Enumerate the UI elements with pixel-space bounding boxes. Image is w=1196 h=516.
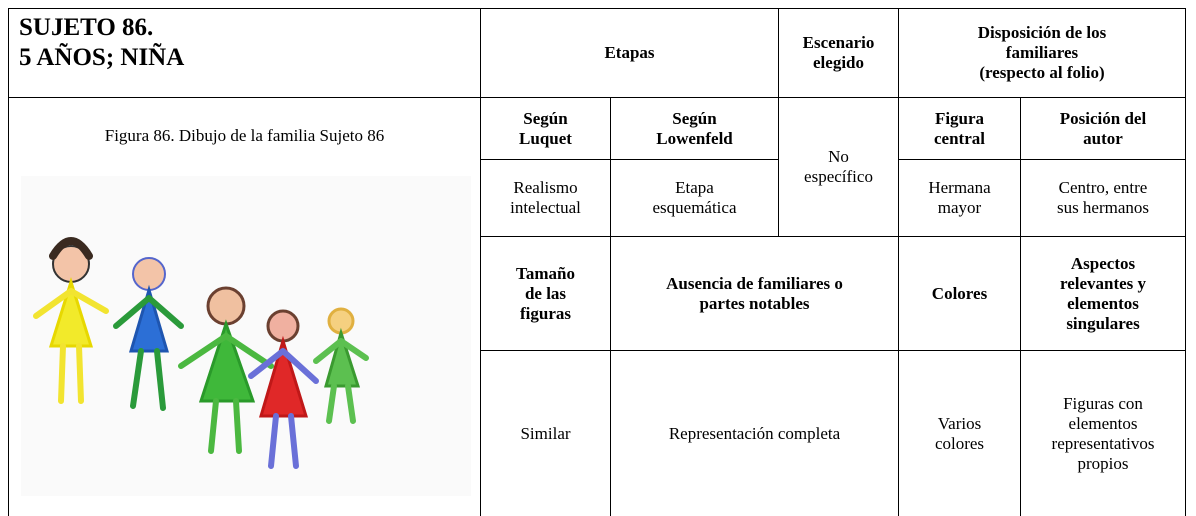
- text-line: propios: [1077, 453, 1129, 473]
- header-cell: Colores: [898, 236, 1021, 351]
- text-line: Lowenfeld: [656, 128, 733, 148]
- text-line: 5 AÑOS; NIÑA: [19, 44, 185, 71]
- cell-text: Figura central: [934, 109, 985, 149]
- text-line: de las: [524, 283, 567, 303]
- text-line: Hermana: [928, 178, 991, 197]
- text-line: específico: [804, 167, 873, 186]
- cell-text: No específico: [804, 147, 873, 187]
- subject-title: SUJETO 86. 5 AÑOS; NIÑA: [8, 8, 481, 98]
- text-line: Representación completa: [668, 423, 841, 443]
- cell-text: Realismo intelectual: [510, 178, 581, 218]
- text-line: Similar: [520, 423, 571, 443]
- cell-text: Colores: [932, 284, 987, 304]
- value-cell: No específico: [778, 97, 899, 237]
- text-line: elementos: [1067, 293, 1139, 313]
- family-drawing: [21, 176, 471, 496]
- value-cell: Centro, entre sus hermanos: [1020, 159, 1186, 237]
- cell-text: Disposición de los familiares (respecto al…: [978, 23, 1106, 83]
- text-line: Según: [523, 108, 568, 128]
- text-line: central: [934, 128, 985, 148]
- text-line: partes notables: [699, 293, 810, 313]
- text-line: Colores: [931, 283, 988, 303]
- text-line: autor: [1083, 128, 1123, 148]
- cell-text: Etapa esquemática: [652, 178, 736, 218]
- text-line: Centro, entre: [1058, 178, 1148, 197]
- text-line: Luquet: [519, 128, 572, 148]
- value-cell: Representación completa: [610, 350, 899, 516]
- text-line: Aspectos: [1070, 253, 1136, 273]
- text-line: Etapa: [675, 178, 714, 197]
- text-line: esquemática: [652, 198, 737, 217]
- text-line: Figura: [934, 108, 985, 128]
- cell-text: Centro, entre sus hermanos: [1057, 178, 1149, 218]
- text-line: familiares: [1005, 43, 1079, 62]
- cell-text: SUJETO 86. 5 AÑOS; NIÑA: [19, 13, 184, 73]
- cell-text: Ausencia de familiares o partes notables: [666, 274, 843, 314]
- subheader-cell: Posición del autor: [1020, 97, 1186, 160]
- cell-text: Varios colores: [935, 414, 984, 454]
- text-line: Tamaño: [516, 263, 575, 283]
- text-line: sus hermanos: [1056, 198, 1150, 217]
- text-line: Escenario: [802, 33, 875, 52]
- text-line: Ausencia de familiares o: [666, 273, 843, 293]
- value-cell: Similar: [480, 350, 611, 516]
- cell-text: Similar: [520, 424, 570, 444]
- cell-text: Según Luquet: [519, 109, 572, 149]
- text-line: No: [828, 147, 849, 166]
- cell-text: Escenario elegido: [803, 33, 875, 73]
- text-line: Varios: [937, 413, 982, 433]
- header-cell: Ausencia de familiares o partes notables: [610, 236, 899, 351]
- value-cell: Figuras con elementos representativos propi…: [1020, 350, 1186, 516]
- text-line: Posición del: [1059, 108, 1147, 128]
- text-line: relevantes y: [1059, 273, 1147, 293]
- header-text: Etapas: [604, 43, 655, 62]
- cell-text: Posición del autor: [1060, 109, 1146, 149]
- cell-text: Representación completa: [669, 424, 840, 444]
- cell-text: Figuras con elementos representativos propi…: [1052, 394, 1155, 474]
- subheader-cell: Figura central: [898, 97, 1021, 160]
- value-cell: Realismo intelectual: [480, 159, 611, 237]
- text-line: Figuras con: [1063, 393, 1143, 413]
- cell-text: Aspectos relevantes y elementos singulares: [1060, 254, 1146, 334]
- figure-caption: Figura 86. Dibujo de la familia Sujeto 8…: [104, 126, 385, 145]
- header-cell: Tamaño de las figuras: [480, 236, 611, 351]
- text-line: singulares: [1066, 313, 1140, 333]
- cell-text: Tamaño de las figuras: [516, 264, 575, 324]
- text-line: figuras: [520, 303, 571, 323]
- value-cell: Hermana mayor: [898, 159, 1021, 237]
- text-line: elementos: [1068, 413, 1138, 433]
- text-line: colores: [934, 433, 985, 453]
- header-cell: Aspectos relevantes y elementos singulares: [1020, 236, 1186, 351]
- text-line: Según: [672, 108, 717, 128]
- value-cell: Varios colores: [898, 350, 1021, 516]
- value-cell: Etapa esquemática: [610, 159, 779, 237]
- cell-text: Hermana mayor: [928, 178, 990, 218]
- text-line: mayor: [937, 198, 982, 217]
- text-line: (respecto al folio): [979, 63, 1105, 82]
- cell-text: Según Lowenfeld: [656, 109, 733, 149]
- header-cell: Disposición de los familiares (respecto al…: [898, 8, 1186, 98]
- text-line: Realismo: [513, 178, 578, 197]
- header-cell: Escenario elegido: [778, 8, 899, 98]
- figure-cell: Figura 86. Dibujo de la familia Sujeto 8…: [8, 97, 481, 516]
- text-line: elegido: [813, 53, 864, 72]
- text-line: Disposición de los: [977, 23, 1107, 42]
- text-line: representativos: [1051, 433, 1155, 453]
- text-line: intelectual: [510, 198, 581, 217]
- text-line: SUJETO 86.: [19, 14, 154, 41]
- header-cell: Etapas: [480, 8, 779, 98]
- subheader-cell: Según Lowenfeld: [610, 97, 779, 160]
- subheader-cell: Según Luquet: [480, 97, 611, 160]
